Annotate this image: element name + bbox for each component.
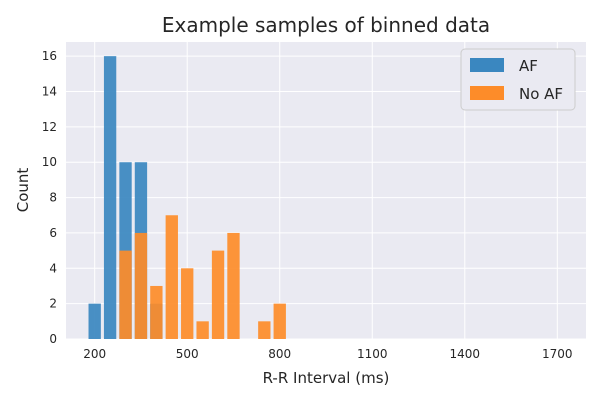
- legend: AF No AF: [460, 48, 576, 111]
- bar-no-af: [227, 232, 240, 339]
- y-tick-label: 12: [42, 120, 57, 134]
- x-tick-label: 200: [83, 347, 106, 361]
- y-tick-label: 8: [49, 191, 57, 205]
- chart-title: Example samples of binned data: [162, 13, 490, 37]
- x-tick-labels: 200 500 800 1100 1400 1700: [83, 347, 572, 361]
- bars: [88, 56, 286, 340]
- y-tick-label: 4: [49, 261, 57, 275]
- y-tick-label: 2: [49, 297, 57, 311]
- bar-no-af: [150, 285, 163, 339]
- y-tick-label: 14: [42, 85, 57, 99]
- bar-no-af: [211, 250, 225, 339]
- bar-no-af: [119, 250, 132, 339]
- x-axis-label: R-R Interval (ms): [263, 369, 390, 387]
- x-tick-label: 1100: [357, 347, 388, 361]
- y-axis-label: Count: [14, 168, 32, 213]
- y-tick-labels: 0 2 4 6 8 10 12 14 16: [42, 49, 57, 346]
- bar-no-af: [196, 321, 209, 339]
- x-tick-label: 1700: [542, 347, 573, 361]
- bar-no-af: [258, 321, 271, 339]
- bar-no-af: [134, 232, 148, 339]
- y-tick-label: 10: [42, 155, 57, 169]
- y-tick-label: 0: [49, 332, 57, 346]
- legend-label-af: AF: [519, 57, 538, 75]
- x-tick-label: 1400: [450, 347, 481, 361]
- legend-swatch-af: [470, 58, 504, 72]
- bar-no-af: [165, 215, 178, 339]
- legend-label-no-af: No AF: [519, 85, 563, 103]
- bar-no-af: [181, 268, 194, 339]
- bar-af: [103, 56, 117, 340]
- bar-no-af: [273, 303, 286, 339]
- y-tick-label: 6: [49, 226, 57, 240]
- legend-swatch-no-af: [470, 86, 504, 100]
- x-tick-label: 500: [176, 347, 199, 361]
- y-tick-label: 16: [42, 49, 57, 63]
- x-tick-label: 800: [268, 347, 291, 361]
- bar-af: [88, 303, 101, 339]
